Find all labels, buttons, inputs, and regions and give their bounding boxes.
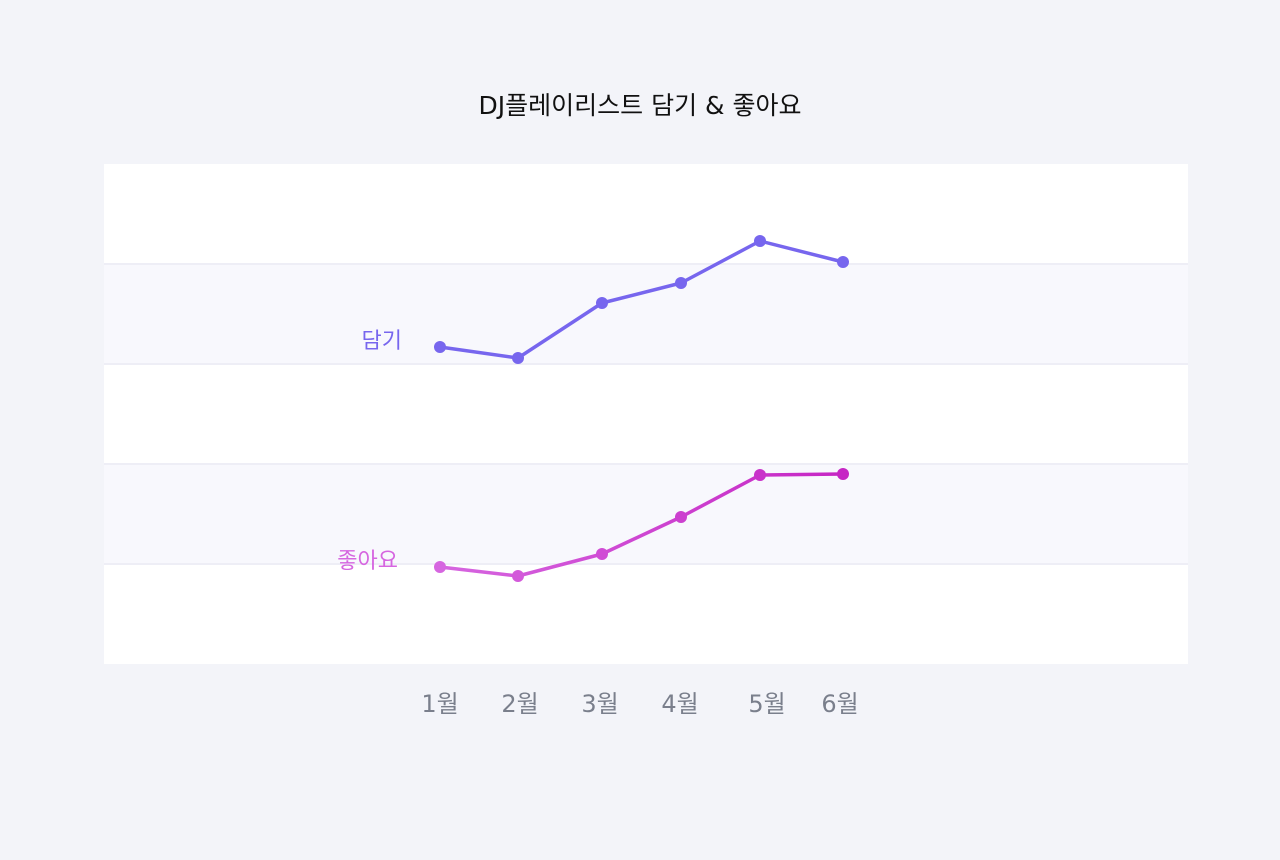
series-points (434, 235, 849, 582)
data-point (837, 468, 849, 480)
data-point (512, 352, 524, 364)
x-tick-label: 3월 (581, 690, 618, 718)
grid-band (104, 164, 1188, 264)
x-tick-label: 1월 (421, 690, 458, 718)
series-label-1: 담기 (362, 329, 402, 354)
grid-band (104, 464, 1188, 564)
data-point (434, 341, 446, 353)
x-axis-ticks: 1월 2월 3월 4월 5월 6월 (421, 690, 858, 718)
chart-title: DJ플레이리스트 담기 & 좋아요 (478, 91, 802, 120)
data-point (754, 235, 766, 247)
grid-band (104, 364, 1188, 464)
data-point (512, 570, 524, 582)
data-point (596, 297, 608, 309)
grid-band (104, 264, 1188, 364)
x-tick-label: 4월 (661, 690, 698, 718)
x-tick-label: 2월 (501, 690, 538, 718)
plot-background (104, 164, 1188, 664)
data-point (675, 511, 687, 523)
data-point (675, 277, 687, 289)
series-label-2: 좋아요 (337, 549, 398, 574)
series-line-2 (438, 472, 845, 578)
x-tick-label: 6월 (821, 690, 858, 718)
series-line-1 (438, 239, 845, 360)
data-point (434, 561, 446, 573)
grid-band (104, 564, 1188, 664)
x-tick-label: 5월 (748, 690, 785, 718)
series-lines (438, 239, 845, 578)
data-point (596, 548, 608, 560)
data-point (754, 469, 766, 481)
data-point (837, 256, 849, 268)
